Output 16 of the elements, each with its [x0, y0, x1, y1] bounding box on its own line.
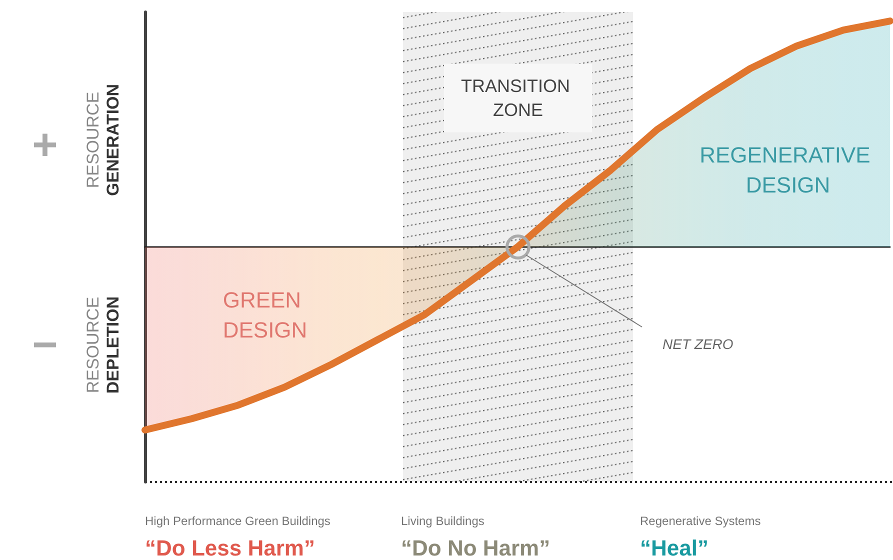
text: Living Buildings — [401, 514, 484, 528]
text: − — [32, 320, 58, 370]
annotation: NET ZERO — [662, 336, 734, 352]
text: + — [32, 120, 58, 170]
text: RESOURCE — [84, 92, 102, 188]
text: GENERATION — [104, 84, 122, 196]
annotation: REGENERATIVE DESIGN — [700, 142, 876, 198]
text: RESOURCE — [84, 296, 102, 394]
annotation: TRANSITION ZONE — [460, 76, 576, 120]
text: DEPLETION — [104, 296, 122, 394]
text: “Heal” — [640, 536, 708, 560]
annotation: GREEN DESIGN — [222, 288, 308, 342]
text: “Do No Harm” — [401, 536, 550, 560]
text: Regenerative Systems — [640, 514, 761, 528]
text: High Performance Green Buildings — [145, 514, 330, 528]
text: “Do Less Harm” — [145, 536, 315, 560]
